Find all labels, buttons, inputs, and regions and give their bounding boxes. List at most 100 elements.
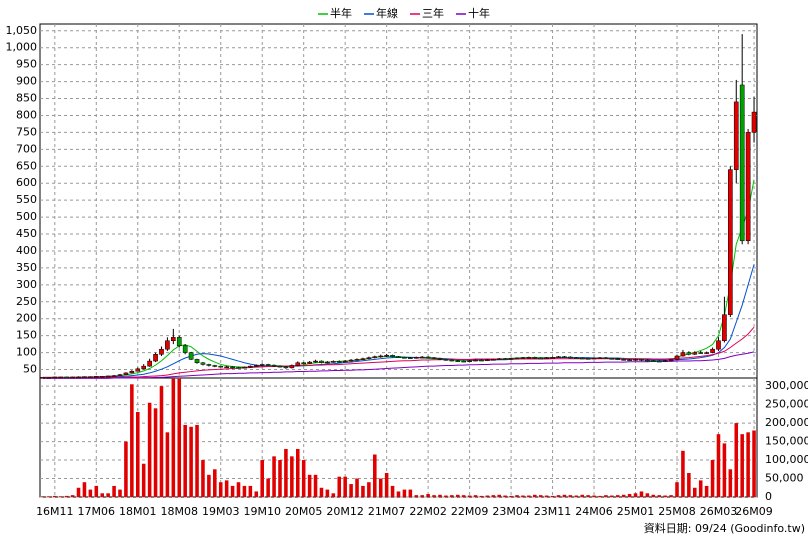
volume-bar xyxy=(420,495,424,497)
y2-tick-label: 250,000 xyxy=(765,398,808,411)
y2-tick-label: 50,000 xyxy=(765,472,804,485)
candle-body xyxy=(544,357,549,359)
volume-bar xyxy=(693,487,697,497)
y2-tick-label: 300,000 xyxy=(765,379,808,392)
candle-body xyxy=(668,359,674,361)
volume-bar xyxy=(319,487,324,497)
candle-body xyxy=(650,360,656,362)
candle-body xyxy=(704,352,709,354)
candle-body xyxy=(58,376,64,379)
volume-bar xyxy=(183,424,187,497)
candle-body xyxy=(431,357,437,359)
volume-bar xyxy=(106,493,110,497)
candle-body xyxy=(550,357,555,359)
candle-body xyxy=(295,362,301,366)
candle-body xyxy=(390,355,395,357)
y-tick-label: 950 xyxy=(16,58,37,71)
volume-bar xyxy=(586,495,590,497)
volume-bar xyxy=(100,493,104,497)
volume-bar xyxy=(242,485,247,497)
y-tick-label: 550 xyxy=(16,193,37,206)
volume-bar xyxy=(746,432,750,497)
volume-bar xyxy=(509,495,513,497)
y-tick-label: 200 xyxy=(16,312,37,325)
volume-bar xyxy=(147,402,152,497)
volume-bar xyxy=(301,460,306,497)
candle-body xyxy=(579,357,585,360)
candle-body xyxy=(248,365,253,368)
candle-body xyxy=(490,359,496,361)
candle-body xyxy=(449,359,455,362)
candle-body xyxy=(105,375,111,378)
y-tick-label: 650 xyxy=(16,159,37,172)
volume-bar xyxy=(53,495,57,497)
candle-body xyxy=(722,314,727,341)
candle-body xyxy=(645,359,650,362)
candle-body xyxy=(342,360,348,363)
volume-bar xyxy=(349,484,353,497)
candle-body xyxy=(425,356,431,359)
candle-body xyxy=(70,376,75,379)
volume-bar xyxy=(171,378,176,497)
candle-body xyxy=(698,352,704,354)
volume-bar xyxy=(278,460,282,497)
x-tick-label: 23M11 xyxy=(534,505,572,518)
candle-body xyxy=(372,356,378,358)
volume-bar xyxy=(562,494,567,497)
candle-body xyxy=(716,340,721,350)
candle-body xyxy=(408,357,413,359)
candle-body xyxy=(591,357,597,360)
volume-bar xyxy=(213,469,217,497)
y-tick-label: 150 xyxy=(16,329,37,342)
volume-bar xyxy=(716,434,721,497)
volume-bar xyxy=(236,482,241,497)
volume-bar xyxy=(556,495,561,497)
volume-bar xyxy=(260,460,264,497)
candle-body xyxy=(76,376,81,379)
candle-body xyxy=(307,361,312,364)
candle-body xyxy=(165,340,170,350)
volume-bar xyxy=(248,485,253,497)
volume-bar xyxy=(538,495,543,497)
candle-body xyxy=(615,358,621,360)
y-tick-label: 400 xyxy=(16,244,37,257)
candle-body xyxy=(455,360,461,362)
volume-bar xyxy=(479,495,484,497)
volume-bar xyxy=(290,456,294,497)
x-tick-label: 18M01 xyxy=(119,505,157,518)
candle-body xyxy=(419,356,425,359)
x-tick-label: 20M12 xyxy=(326,505,364,518)
candle-body xyxy=(348,359,354,362)
volume-bar xyxy=(444,495,448,497)
x-tick-label: 20M05 xyxy=(285,505,323,518)
candle-body xyxy=(147,360,152,367)
volume-bar xyxy=(657,495,662,497)
volume-bar xyxy=(598,495,602,497)
y-tick-label: 500 xyxy=(16,210,37,223)
volume-bar xyxy=(663,495,667,497)
candle-body xyxy=(496,358,502,360)
candle-body xyxy=(739,84,745,242)
volume-bar xyxy=(224,480,229,497)
candle-body xyxy=(153,354,158,362)
x-tick-label: 24M06 xyxy=(575,505,613,518)
volume-bar xyxy=(734,423,739,497)
candle-body xyxy=(745,132,751,242)
volume-bar xyxy=(592,495,596,497)
y2-tick-label: 100,000 xyxy=(765,453,808,466)
candle-body xyxy=(514,357,520,360)
x-tick-label: 21M07 xyxy=(368,505,406,518)
candle-body xyxy=(502,358,508,360)
candle-body xyxy=(46,377,52,379)
y-tick-label: 800 xyxy=(16,108,37,121)
volume-bar xyxy=(130,384,134,497)
volume-bar xyxy=(615,495,620,497)
volume-bar xyxy=(604,495,608,497)
volume-bar xyxy=(698,480,703,497)
volume-bar xyxy=(455,494,460,497)
candle-body xyxy=(562,356,567,358)
x-tick-label: 22M02 xyxy=(409,505,447,518)
volume-bar xyxy=(177,378,182,497)
candle-body xyxy=(366,357,372,359)
